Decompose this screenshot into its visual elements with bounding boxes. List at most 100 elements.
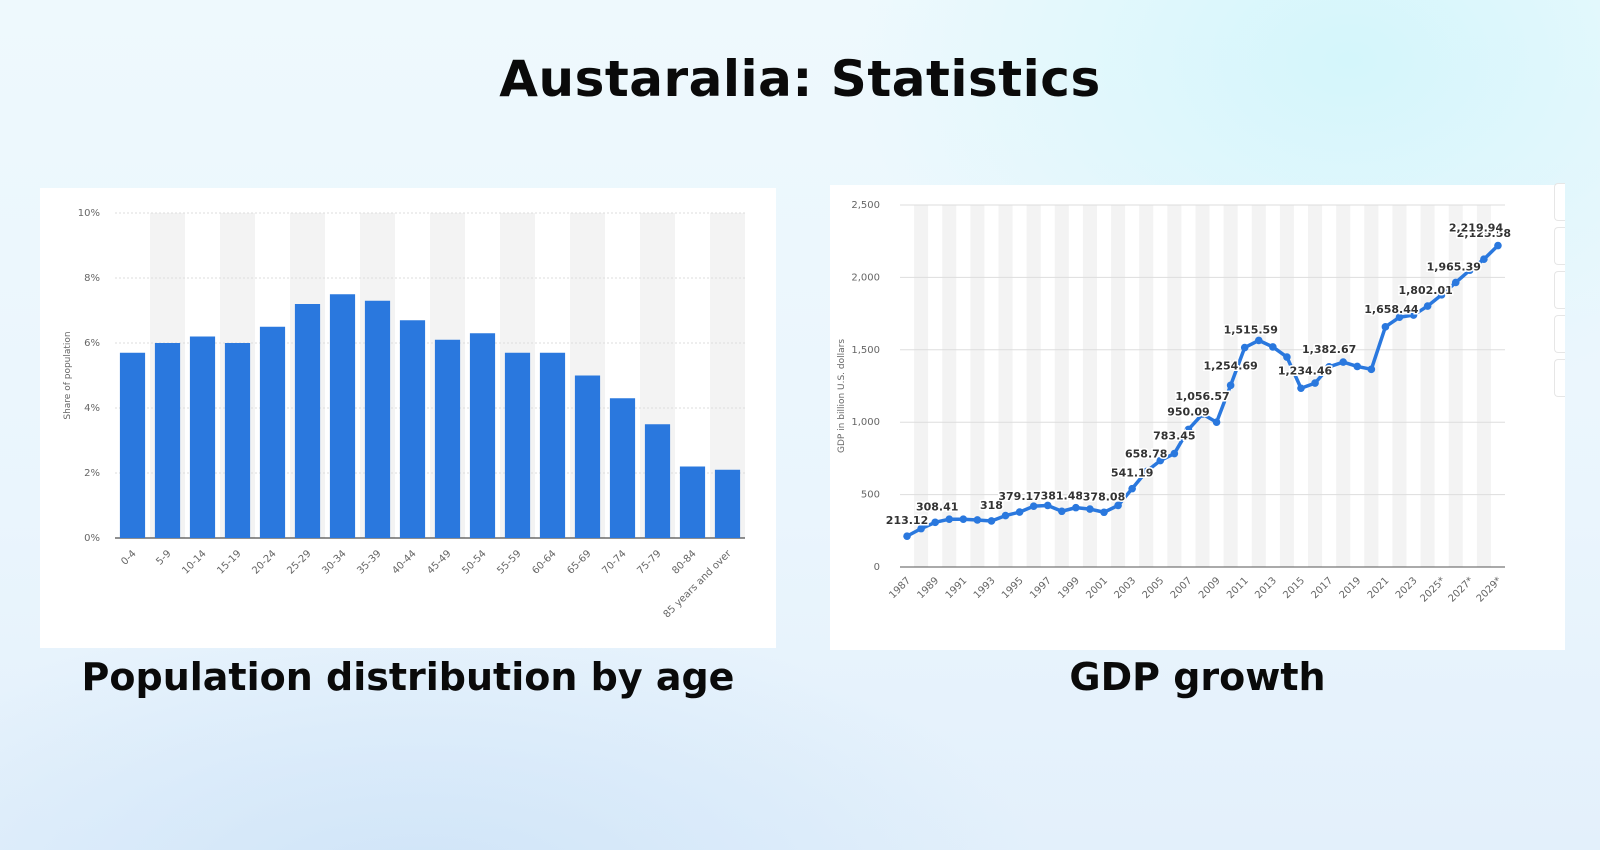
x-tick-label: 50-54 (460, 548, 488, 576)
column-band (1279, 205, 1294, 567)
x-tick-label: 30-34 (320, 548, 348, 576)
data-label: 1,802.01 (1398, 284, 1452, 297)
x-tick-label: 2015 (1281, 575, 1307, 601)
data-point (1254, 336, 1263, 345)
bar (154, 343, 181, 538)
data-point (1437, 290, 1446, 299)
y-tick-label: 2,000 (851, 272, 880, 283)
x-tick-label: 1993 (972, 575, 998, 601)
data-point (1283, 353, 1291, 361)
data-label: 658.78 (1125, 448, 1167, 461)
x-tick-label: 2013 (1253, 575, 1279, 601)
data-label: 783.45 (1153, 430, 1195, 443)
data-point (1072, 503, 1080, 512)
data-point (987, 517, 996, 525)
side-toolbar-tab[interactable] (1554, 315, 1565, 353)
data-point (931, 518, 939, 527)
data-point (973, 516, 982, 524)
data-point (1339, 358, 1347, 366)
data-point (1184, 425, 1193, 434)
bar (504, 352, 531, 538)
x-tick-label: 15-19 (215, 548, 243, 576)
data-label: 2,219.94 (1449, 222, 1504, 235)
x-tick-label: 85 years and over (662, 548, 735, 621)
side-toolbar-tab[interactable] (1554, 227, 1565, 265)
side-toolbar-tab[interactable] (1554, 359, 1565, 397)
bar (189, 336, 216, 538)
x-tick-label: 2029* (1475, 575, 1504, 604)
data-point (1269, 343, 1277, 351)
x-tick-label: 2001 (1084, 575, 1110, 601)
bar (119, 352, 146, 538)
data-point (1226, 381, 1235, 390)
column-band (942, 205, 957, 567)
data-label: 950.09 (1167, 405, 1209, 418)
bar (399, 320, 426, 538)
gdp-line-chart: 0 500 1,000 1,500 2,000 2,500 1987 1989 1991 1993… (837, 200, 1513, 605)
x-tick-label: 2009 (1197, 575, 1223, 601)
data-point (1423, 302, 1432, 310)
data-point (1043, 501, 1052, 510)
column-band (1476, 205, 1491, 567)
data-label: 213.12 (886, 514, 928, 527)
column-band (1364, 205, 1379, 567)
data-point (1395, 313, 1404, 322)
y-tick-label: 8% (84, 273, 100, 284)
bar (364, 300, 391, 538)
x-tick-label: 40-44 (390, 548, 418, 576)
x-tick-label: 2025* (1418, 575, 1447, 604)
population-bar-chart: 0%2%4%6%8%10%0-4 5-9 10-14 15-19 20-24 25-29 3… (63, 208, 745, 621)
data-label: 308.41 (916, 500, 958, 513)
bar (469, 333, 496, 538)
x-tick-label: 0-4 (119, 548, 138, 567)
x-tick-label: 65-69 (565, 548, 593, 576)
column-band (914, 205, 929, 567)
data-label: 1,658.44 (1364, 303, 1419, 316)
x-tick-label: 55-59 (495, 548, 523, 576)
bar (644, 424, 671, 538)
column-band (1336, 205, 1351, 567)
data-point (1086, 505, 1094, 513)
data-point (1170, 449, 1179, 458)
bar (609, 398, 636, 538)
x-tick-label: 2003 (1112, 575, 1138, 601)
x-tick-label: 1989 (916, 575, 942, 601)
y-axis-title: Share of population (63, 331, 73, 419)
x-tick-label: 80-84 (670, 548, 698, 576)
gdp-caption: GDP growth (1069, 655, 1326, 699)
column-band (1054, 205, 1069, 567)
data-point (1142, 467, 1151, 476)
side-toolbar-tab[interactable] (1554, 183, 1565, 221)
data-point (917, 524, 925, 533)
data-point (1128, 484, 1136, 493)
data-label: 379.17 (998, 490, 1040, 503)
y-axis-title: GDP in billion U.S. dollars (837, 339, 847, 453)
column-band (1082, 205, 1097, 567)
x-tick-label: 1991 (944, 575, 970, 601)
bar (259, 326, 286, 538)
data-point (1240, 343, 1249, 352)
column-band (1167, 205, 1182, 567)
bar (714, 469, 741, 538)
data-point (1100, 508, 1108, 517)
x-tick-label: 2019 (1338, 575, 1364, 601)
y-tick-label: 6% (84, 338, 100, 349)
y-tick-label: 10% (78, 208, 100, 219)
x-tick-label: 25-29 (285, 548, 313, 576)
data-point (1001, 511, 1010, 520)
data-point (1494, 241, 1502, 250)
data-point (1198, 410, 1207, 418)
data-label: 2,125.58 (1457, 227, 1511, 240)
column-band (998, 205, 1013, 567)
x-tick-label: 35-39 (355, 548, 383, 576)
side-toolbar-tab[interactable] (1554, 271, 1565, 309)
data-point (945, 515, 954, 524)
data-label: 1,056.57 (1175, 390, 1229, 403)
x-tick-label: 5-9 (154, 548, 173, 567)
x-tick-label: 2007 (1169, 575, 1195, 601)
column-band (1420, 205, 1435, 567)
bar (434, 339, 461, 538)
data-label: 318 (980, 499, 1003, 512)
column-band (1139, 205, 1154, 567)
data-point (1297, 384, 1305, 393)
